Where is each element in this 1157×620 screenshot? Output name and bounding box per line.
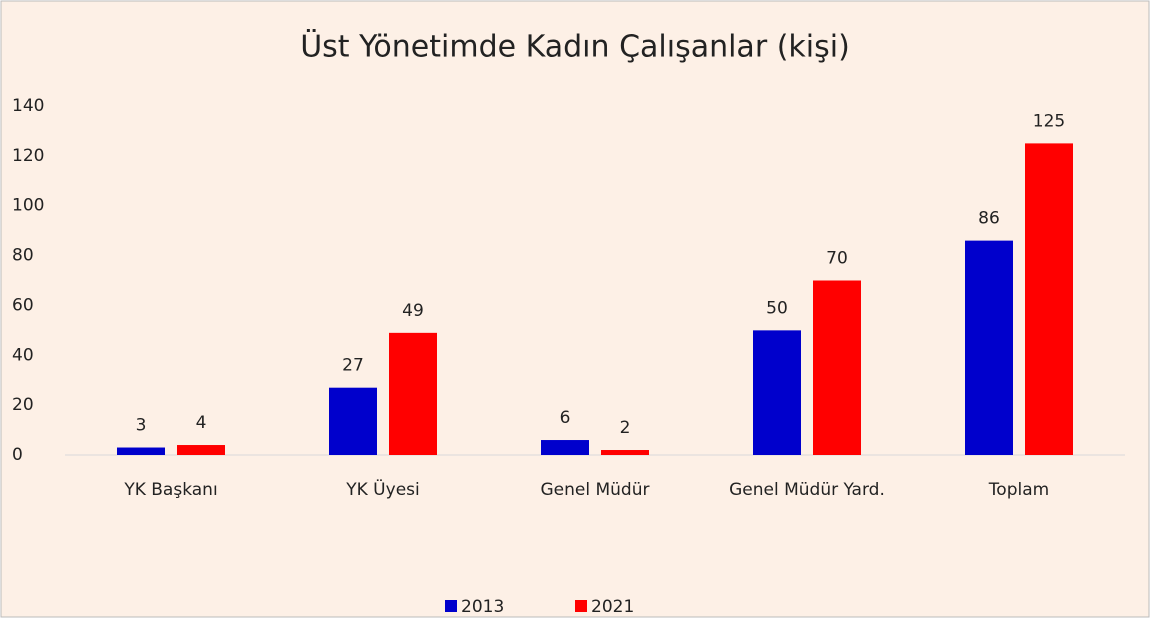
y-tick-label: 20 [12, 395, 34, 415]
bar [813, 280, 861, 455]
x-tick-label: Toplam [988, 480, 1049, 500]
legend-swatch [575, 600, 587, 612]
x-tick-label: YK Başkanı [123, 480, 217, 500]
bar [965, 240, 1013, 455]
data-label: 3 [136, 416, 147, 436]
data-label: 125 [1033, 111, 1065, 131]
bar [389, 332, 437, 455]
y-tick-label: 140 [12, 96, 44, 116]
x-tick-label: YK Üyesi [345, 478, 419, 500]
legend-swatch [445, 600, 457, 612]
chart-title: Üst Yönetimde Kadın Çalışanlar (kişi) [300, 29, 850, 65]
data-label: 2 [620, 418, 631, 438]
bar [117, 447, 165, 455]
data-label: 86 [978, 209, 1000, 229]
bar [177, 445, 225, 455]
x-tick-label: Genel Müdür [541, 480, 650, 500]
bar [541, 440, 589, 455]
data-label: 50 [766, 298, 788, 318]
legend-label: 2013 [461, 597, 504, 617]
bar [753, 330, 801, 455]
y-tick-label: 120 [12, 146, 44, 166]
y-tick-label: 0 [12, 445, 23, 465]
y-tick-label: 40 [12, 345, 34, 365]
legend-label: 2021 [591, 597, 634, 617]
y-tick-label: 60 [12, 295, 34, 315]
data-label: 49 [402, 301, 424, 321]
x-tick-label: Genel Müdür Yard. [729, 480, 885, 500]
data-label: 27 [342, 356, 364, 376]
bar [1025, 143, 1073, 455]
data-label: 4 [196, 413, 207, 433]
bar [329, 387, 377, 455]
data-label: 70 [826, 249, 848, 269]
y-tick-label: 80 [12, 246, 34, 266]
y-tick-label: 100 [12, 196, 44, 216]
bar [601, 450, 649, 455]
data-label: 6 [560, 408, 571, 428]
